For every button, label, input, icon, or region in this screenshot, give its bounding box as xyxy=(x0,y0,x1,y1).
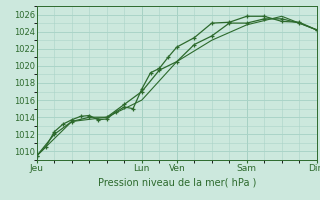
X-axis label: Pression niveau de la mer( hPa ): Pression niveau de la mer( hPa ) xyxy=(98,177,256,187)
